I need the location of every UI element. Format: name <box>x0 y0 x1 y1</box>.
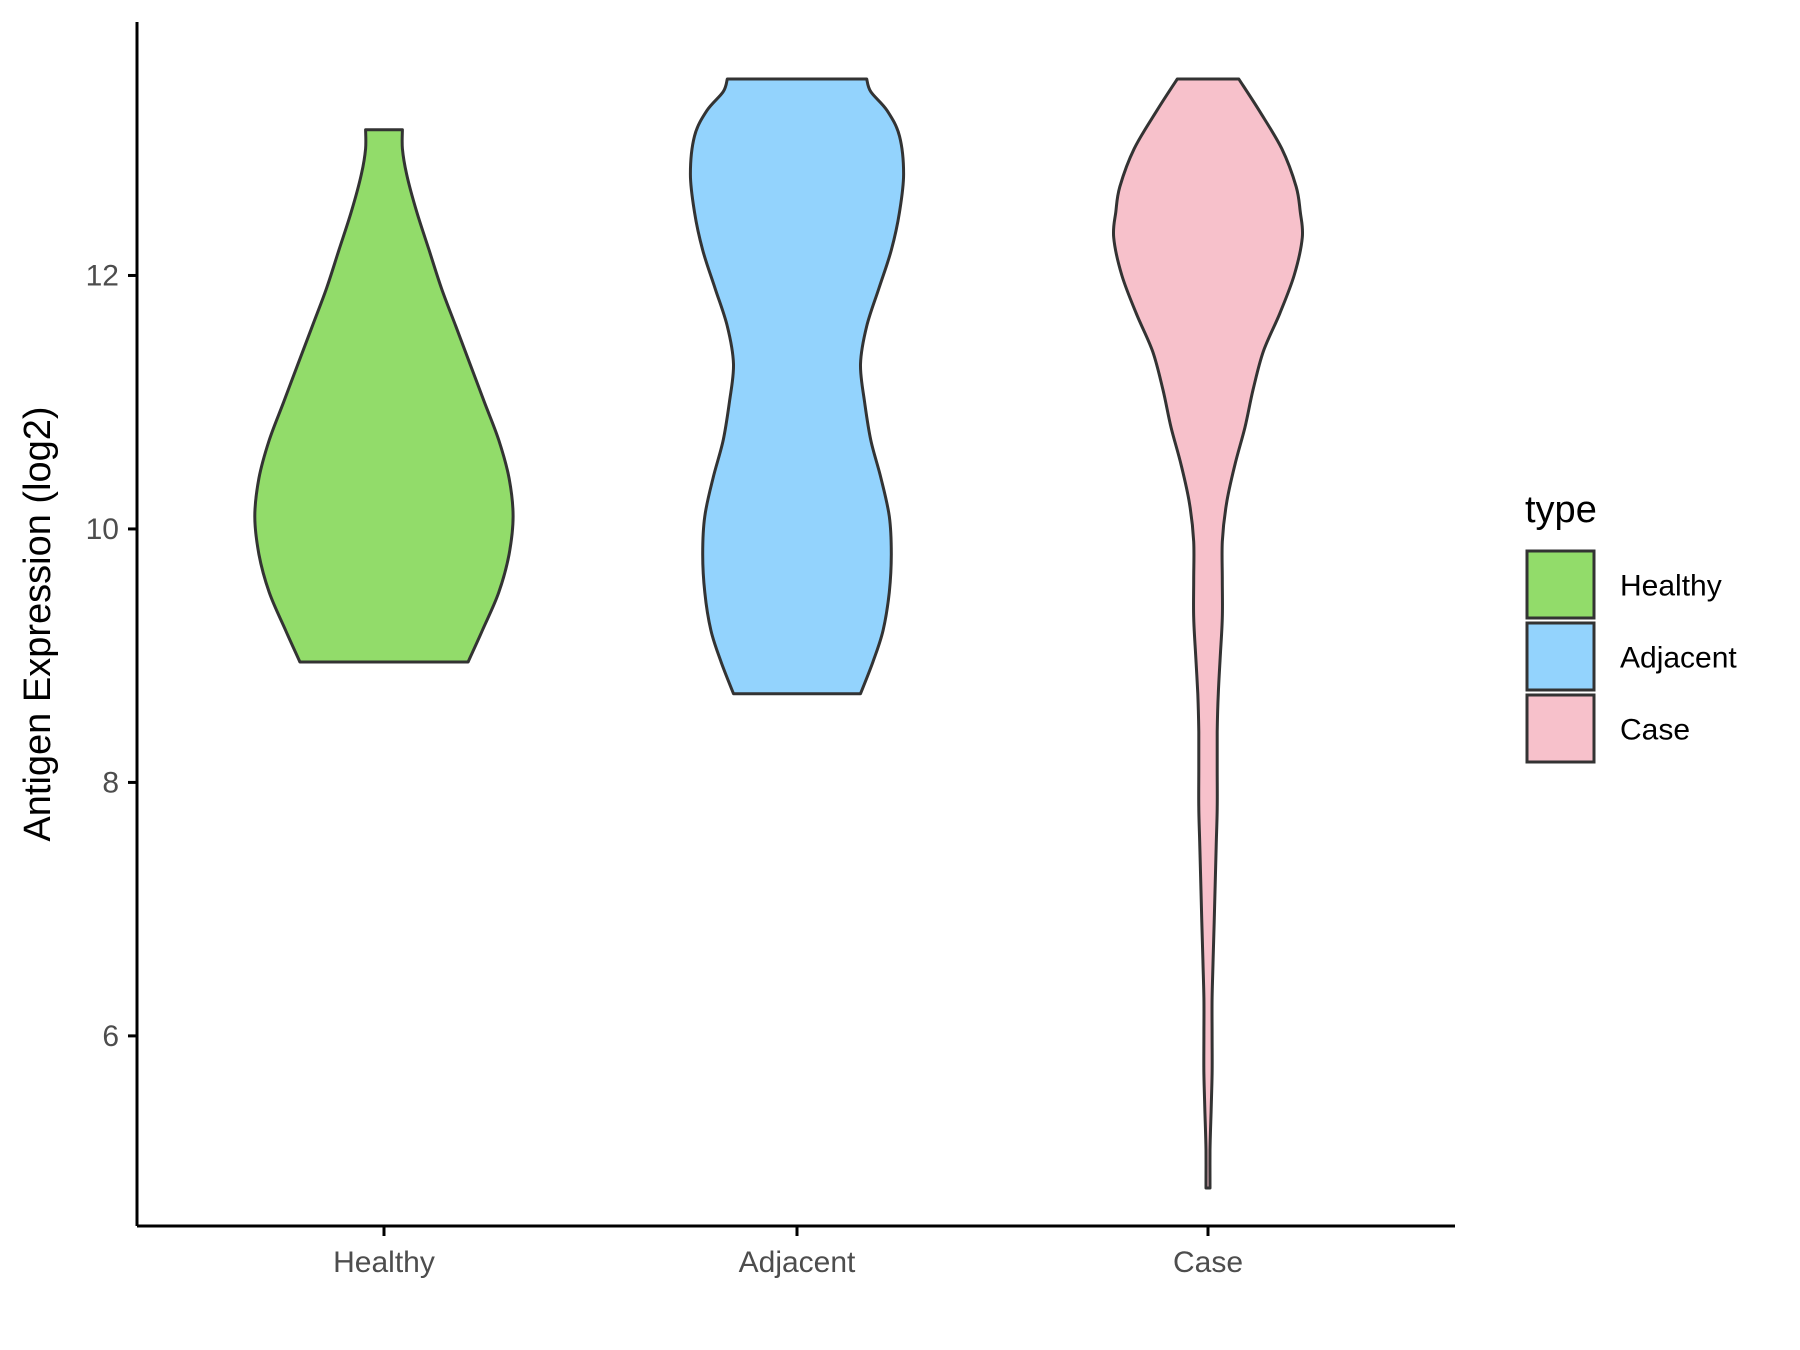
legend-swatch-case <box>1525 693 1596 764</box>
x-tick-label: Case <box>1173 1246 1243 1279</box>
y-tick-label: 8 <box>102 766 119 799</box>
y-tick-label: 6 <box>102 1020 119 1053</box>
legend-swatch-adjacent <box>1525 621 1596 692</box>
legend-label-healthy: Healthy <box>1620 570 1722 603</box>
y-tick-label: 12 <box>86 259 119 292</box>
legend: type Healthy Adjacent Case <box>1525 489 1737 764</box>
violin-adjacent <box>688 77 906 696</box>
x-tick-label: Healthy <box>333 1246 435 1279</box>
legend-label-adjacent: Adjacent <box>1620 642 1737 675</box>
violin-case <box>1111 77 1305 1190</box>
plot-area <box>253 77 1305 1190</box>
violin-healthy <box>253 128 515 664</box>
legend-items: Healthy Adjacent Case <box>1525 549 1737 764</box>
x-tick-label: Adjacent <box>739 1246 856 1279</box>
legend-label-case: Case <box>1620 714 1690 747</box>
x-axis-ticks: Healthy Adjacent Case <box>333 1226 1243 1279</box>
y-axis-title: Antigen Expression (log2) <box>17 406 59 841</box>
legend-swatch-healthy <box>1525 549 1596 620</box>
y-tick-label: 10 <box>86 513 119 546</box>
legend-title: type <box>1525 489 1597 531</box>
y-axis-ticks: 6 8 10 12 <box>86 259 137 1053</box>
